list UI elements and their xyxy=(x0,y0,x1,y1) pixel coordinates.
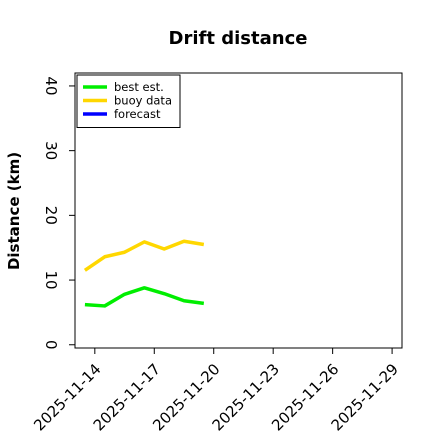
series-group xyxy=(83,239,205,308)
legend-label: buoy data xyxy=(114,94,172,108)
y-axis: 0 10 20 30 40 xyxy=(42,76,75,350)
plot-area xyxy=(74,72,403,349)
y-tick-label: 0 xyxy=(42,340,60,350)
series-line-0 xyxy=(84,286,205,308)
y-tick-label: 10 xyxy=(42,271,60,290)
y-axis-label: Distance (km) xyxy=(5,152,23,270)
y-tick-label: 20 xyxy=(42,206,60,225)
x-axis: 2025-11-142025-11-172025-11-202025-11-23… xyxy=(30,348,402,434)
legend-label: forecast xyxy=(114,107,161,121)
series-line-1 xyxy=(83,239,205,272)
chart-title: Drift distance xyxy=(169,28,308,49)
legend-label: best est. xyxy=(114,80,164,94)
y-tick-label: 30 xyxy=(42,141,60,160)
y-tick-label: 40 xyxy=(42,76,60,95)
